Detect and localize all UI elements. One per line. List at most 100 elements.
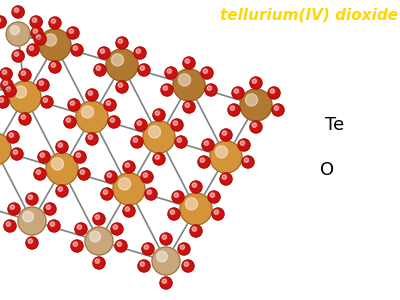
Circle shape (74, 151, 86, 163)
Circle shape (6, 87, 11, 92)
Circle shape (142, 243, 154, 255)
Circle shape (95, 215, 100, 219)
Circle shape (39, 81, 44, 85)
Circle shape (202, 139, 214, 151)
Circle shape (28, 195, 33, 200)
Circle shape (136, 49, 141, 53)
Circle shape (112, 54, 124, 66)
Circle shape (52, 158, 64, 170)
Circle shape (88, 91, 92, 95)
Circle shape (162, 235, 166, 239)
Circle shape (12, 50, 24, 62)
Circle shape (152, 247, 180, 275)
Circle shape (232, 87, 244, 99)
Circle shape (163, 86, 168, 90)
Circle shape (133, 138, 138, 142)
Circle shape (141, 171, 153, 183)
Circle shape (192, 227, 197, 231)
Circle shape (56, 185, 68, 197)
Circle shape (101, 188, 113, 200)
Circle shape (49, 61, 61, 73)
Circle shape (183, 101, 195, 113)
Circle shape (67, 27, 79, 39)
Circle shape (143, 173, 148, 177)
Circle shape (242, 156, 254, 168)
Circle shape (96, 66, 101, 70)
Circle shape (140, 262, 145, 266)
Circle shape (205, 84, 217, 96)
Circle shape (78, 168, 90, 180)
Circle shape (203, 69, 208, 74)
Circle shape (14, 86, 26, 98)
Circle shape (0, 68, 12, 80)
Circle shape (44, 203, 56, 215)
Circle shape (230, 106, 234, 110)
Circle shape (182, 260, 194, 272)
Circle shape (36, 35, 41, 39)
Circle shape (153, 109, 165, 121)
Circle shape (113, 225, 118, 230)
Circle shape (161, 84, 173, 96)
Circle shape (171, 119, 183, 131)
Circle shape (155, 111, 160, 116)
Circle shape (80, 170, 85, 174)
Circle shape (167, 69, 172, 74)
Circle shape (46, 205, 50, 209)
Circle shape (40, 153, 45, 158)
Circle shape (145, 188, 157, 200)
Circle shape (107, 173, 112, 177)
Circle shape (71, 44, 83, 56)
Circle shape (6, 22, 30, 46)
Circle shape (175, 136, 187, 148)
Circle shape (137, 121, 142, 125)
Circle shape (118, 83, 122, 87)
Circle shape (160, 233, 172, 245)
Circle shape (38, 151, 50, 163)
Circle shape (192, 183, 197, 188)
Circle shape (10, 205, 15, 209)
Circle shape (86, 133, 98, 145)
Circle shape (82, 106, 94, 118)
Circle shape (70, 101, 74, 105)
Circle shape (138, 64, 150, 76)
Circle shape (94, 64, 106, 76)
Circle shape (148, 126, 161, 138)
Circle shape (180, 245, 185, 249)
Circle shape (185, 59, 190, 63)
Circle shape (268, 87, 280, 99)
Circle shape (207, 86, 212, 90)
Circle shape (220, 173, 232, 185)
Circle shape (0, 98, 4, 102)
Text: tellurium(IV) dioxide: tellurium(IV) dioxide (220, 8, 398, 23)
Circle shape (125, 163, 130, 167)
Circle shape (21, 115, 26, 119)
Circle shape (116, 37, 128, 49)
Circle shape (69, 29, 74, 33)
Circle shape (4, 220, 16, 232)
Circle shape (26, 237, 38, 249)
Circle shape (9, 81, 41, 113)
Circle shape (13, 150, 18, 154)
Circle shape (28, 239, 33, 243)
Circle shape (212, 208, 224, 220)
Circle shape (95, 259, 100, 263)
Circle shape (240, 89, 272, 121)
Text: Te: Te (325, 116, 344, 134)
Circle shape (77, 225, 82, 230)
Circle shape (103, 190, 108, 194)
Circle shape (98, 47, 110, 59)
Circle shape (85, 227, 113, 255)
Circle shape (210, 193, 214, 197)
Circle shape (33, 29, 38, 33)
Circle shape (93, 257, 105, 269)
Circle shape (41, 96, 53, 108)
Circle shape (246, 94, 258, 106)
Circle shape (165, 67, 177, 79)
Circle shape (252, 123, 257, 128)
Circle shape (184, 262, 189, 266)
Circle shape (64, 116, 76, 128)
Circle shape (185, 103, 190, 107)
Circle shape (58, 143, 62, 147)
Circle shape (104, 99, 116, 111)
Circle shape (240, 141, 245, 146)
